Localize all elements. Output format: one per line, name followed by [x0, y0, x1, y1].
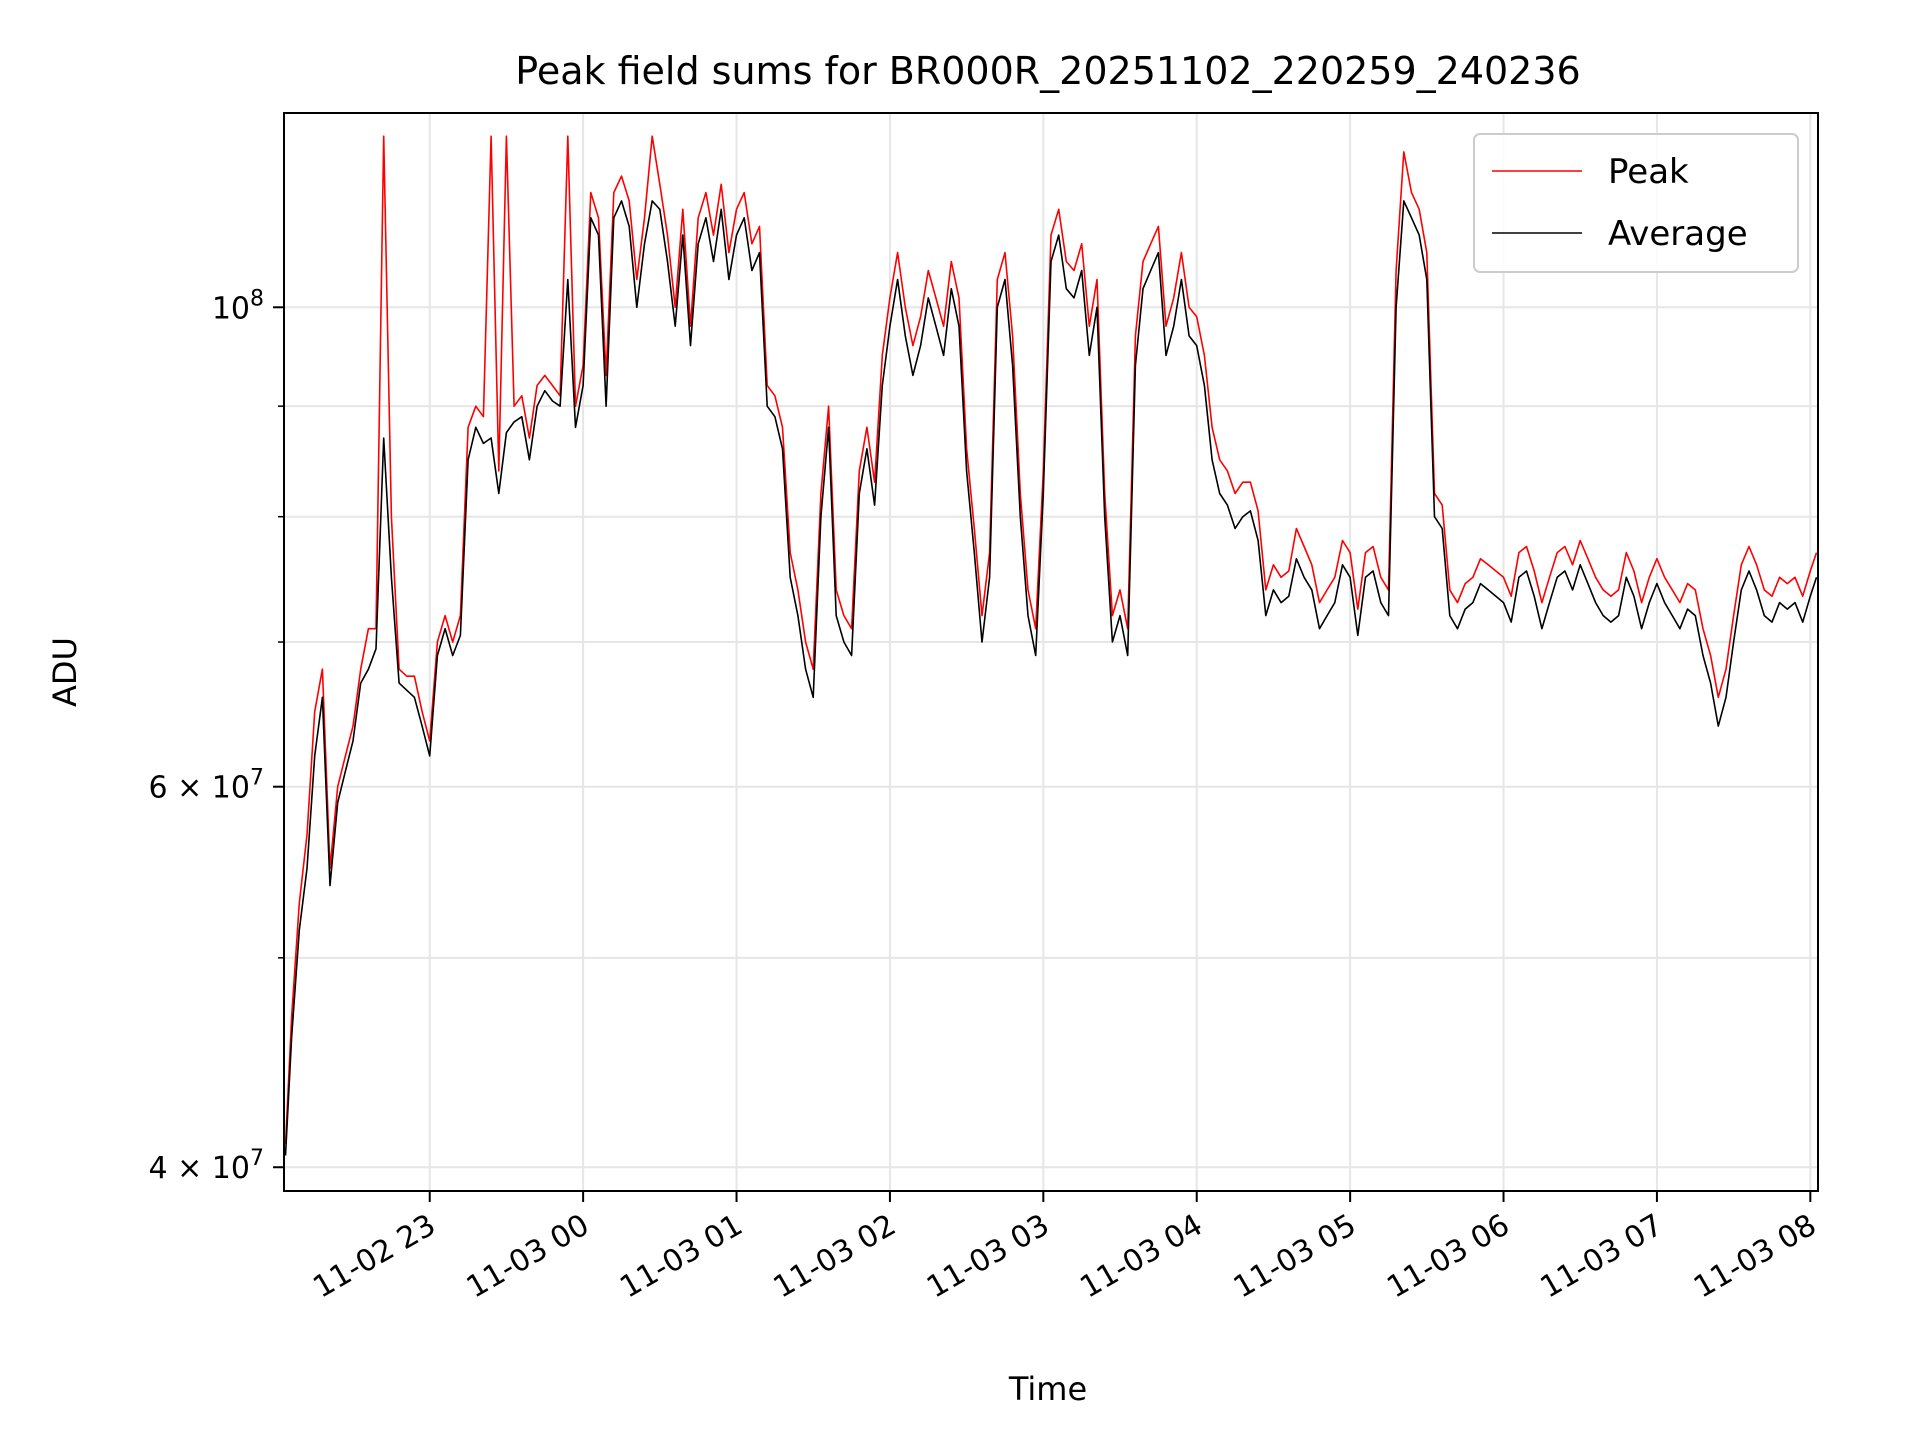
y-axis: 4 × 107 6 × 107 108 — [149, 286, 284, 1186]
legend-box — [1473, 133, 1799, 273]
chart-title: Peak field sums for BR000R_20251102_2202… — [515, 49, 1580, 93]
grid-lines — [284, 113, 1818, 1191]
y-tick-label: 4 × 107 — [149, 1146, 264, 1186]
plot-frame — [283, 112, 1819, 1192]
y-tick-label: 6 × 107 — [149, 766, 264, 806]
plot-series — [284, 135, 1818, 1156]
y-axis-label: ADU — [46, 637, 84, 707]
legend: Peak Average — [1473, 133, 1799, 273]
series-line-average — [284, 200, 1818, 1156]
x-axis-label: Time — [1008, 1370, 1087, 1408]
series-line-peak — [284, 135, 1818, 1145]
legend-label-peak: Peak — [1608, 152, 1689, 192]
legend-label-average: Average — [1608, 214, 1748, 254]
y-tick-label: 108 — [212, 286, 264, 326]
